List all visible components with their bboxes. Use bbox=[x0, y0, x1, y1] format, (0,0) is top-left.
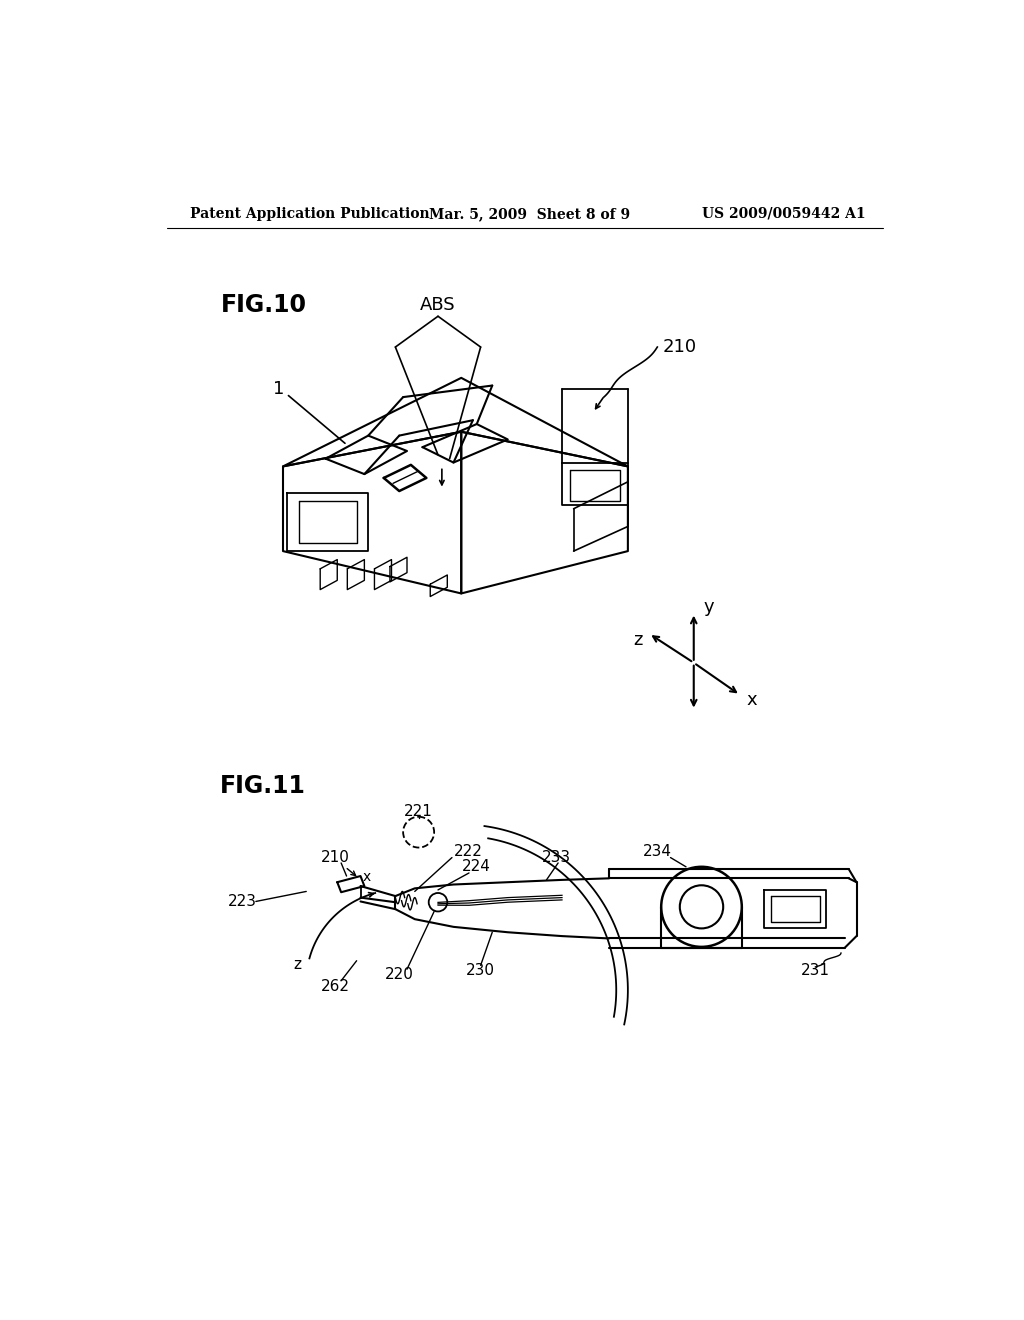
Text: 210: 210 bbox=[663, 338, 697, 356]
Text: 222: 222 bbox=[454, 843, 482, 859]
Text: 221: 221 bbox=[404, 804, 433, 818]
Text: 262: 262 bbox=[322, 978, 350, 994]
Text: x: x bbox=[746, 690, 757, 709]
Text: x: x bbox=[362, 870, 371, 884]
Text: US 2009/0059442 A1: US 2009/0059442 A1 bbox=[701, 207, 865, 220]
Text: 234: 234 bbox=[643, 843, 672, 859]
Text: 233: 233 bbox=[542, 850, 571, 865]
Text: 230: 230 bbox=[466, 964, 496, 978]
Text: ABS: ABS bbox=[420, 296, 456, 314]
Text: Mar. 5, 2009  Sheet 8 of 9: Mar. 5, 2009 Sheet 8 of 9 bbox=[429, 207, 630, 220]
Text: 224: 224 bbox=[462, 859, 492, 874]
Text: z: z bbox=[633, 631, 643, 648]
Text: FIG.11: FIG.11 bbox=[219, 774, 305, 799]
Text: 231: 231 bbox=[801, 964, 829, 978]
Text: FIG.10: FIG.10 bbox=[221, 293, 307, 317]
Text: 223: 223 bbox=[228, 894, 257, 909]
Text: 220: 220 bbox=[385, 968, 414, 982]
Text: y: y bbox=[703, 598, 714, 616]
Text: 1: 1 bbox=[273, 380, 285, 399]
Text: Patent Application Publication: Patent Application Publication bbox=[190, 207, 430, 220]
Text: 210: 210 bbox=[322, 850, 350, 865]
Text: z: z bbox=[294, 957, 302, 972]
